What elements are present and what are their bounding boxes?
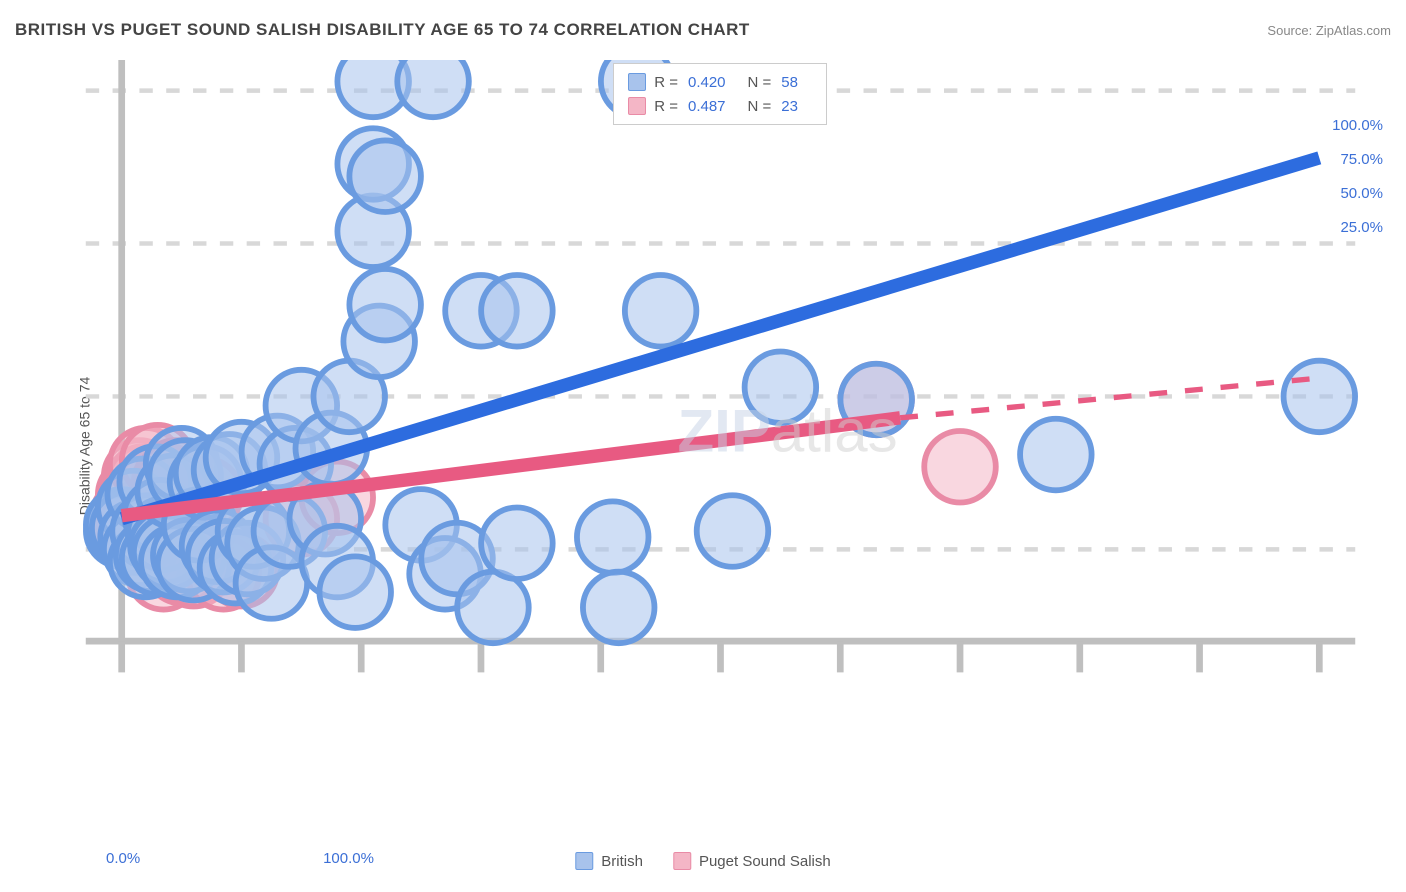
- legend-swatch-icon: [673, 852, 691, 870]
- chart-title: BRITISH VS PUGET SOUND SALISH DISABILITY…: [15, 20, 750, 40]
- legend-swatch-icon: [575, 852, 593, 870]
- scatter-plot: [50, 60, 1391, 731]
- legend-n-label: N =: [748, 98, 772, 115]
- legend-item-british: British: [575, 852, 643, 870]
- legend-label-british: British: [601, 853, 643, 870]
- legend-r-british: 0.420: [688, 74, 726, 91]
- chart-area: Disability Age 65 to 74 ZIPatlas R = 0.4…: [50, 60, 1391, 832]
- y-tick-label: 100.0%: [1332, 117, 1383, 134]
- legend-n-british: 58: [781, 74, 798, 91]
- x-tick-label: 100.0%: [323, 850, 374, 867]
- legend-r-label: R =: [654, 74, 678, 91]
- legend-r-label: R =: [654, 98, 678, 115]
- legend-swatch-salish: [628, 97, 646, 115]
- y-tick-label: 50.0%: [1340, 185, 1383, 202]
- y-tick-label: 75.0%: [1340, 151, 1383, 168]
- legend-swatch-british: [628, 73, 646, 91]
- legend-n-salish: 23: [781, 98, 798, 115]
- legend-r-salish: 0.487: [688, 98, 726, 115]
- stats-legend-box: R = 0.420 N = 58 R = 0.487 N = 23: [613, 63, 827, 125]
- source-attribution: Source: ZipAtlas.com: [1267, 23, 1391, 38]
- legend-n-label: N =: [748, 74, 772, 91]
- y-tick-label: 25.0%: [1340, 219, 1383, 236]
- source-link[interactable]: ZipAtlas.com: [1316, 23, 1391, 38]
- legend-row-british: R = 0.420 N = 58: [628, 70, 812, 94]
- x-tick-label: 0.0%: [106, 850, 140, 867]
- series-legend: British Puget Sound Salish: [575, 852, 830, 870]
- source-label: Source:: [1267, 23, 1312, 38]
- legend-item-salish: Puget Sound Salish: [673, 852, 831, 870]
- legend-row-salish: R = 0.487 N = 23: [628, 94, 812, 118]
- chart-header: BRITISH VS PUGET SOUND SALISH DISABILITY…: [15, 20, 1391, 40]
- legend-label-salish: Puget Sound Salish: [699, 853, 831, 870]
